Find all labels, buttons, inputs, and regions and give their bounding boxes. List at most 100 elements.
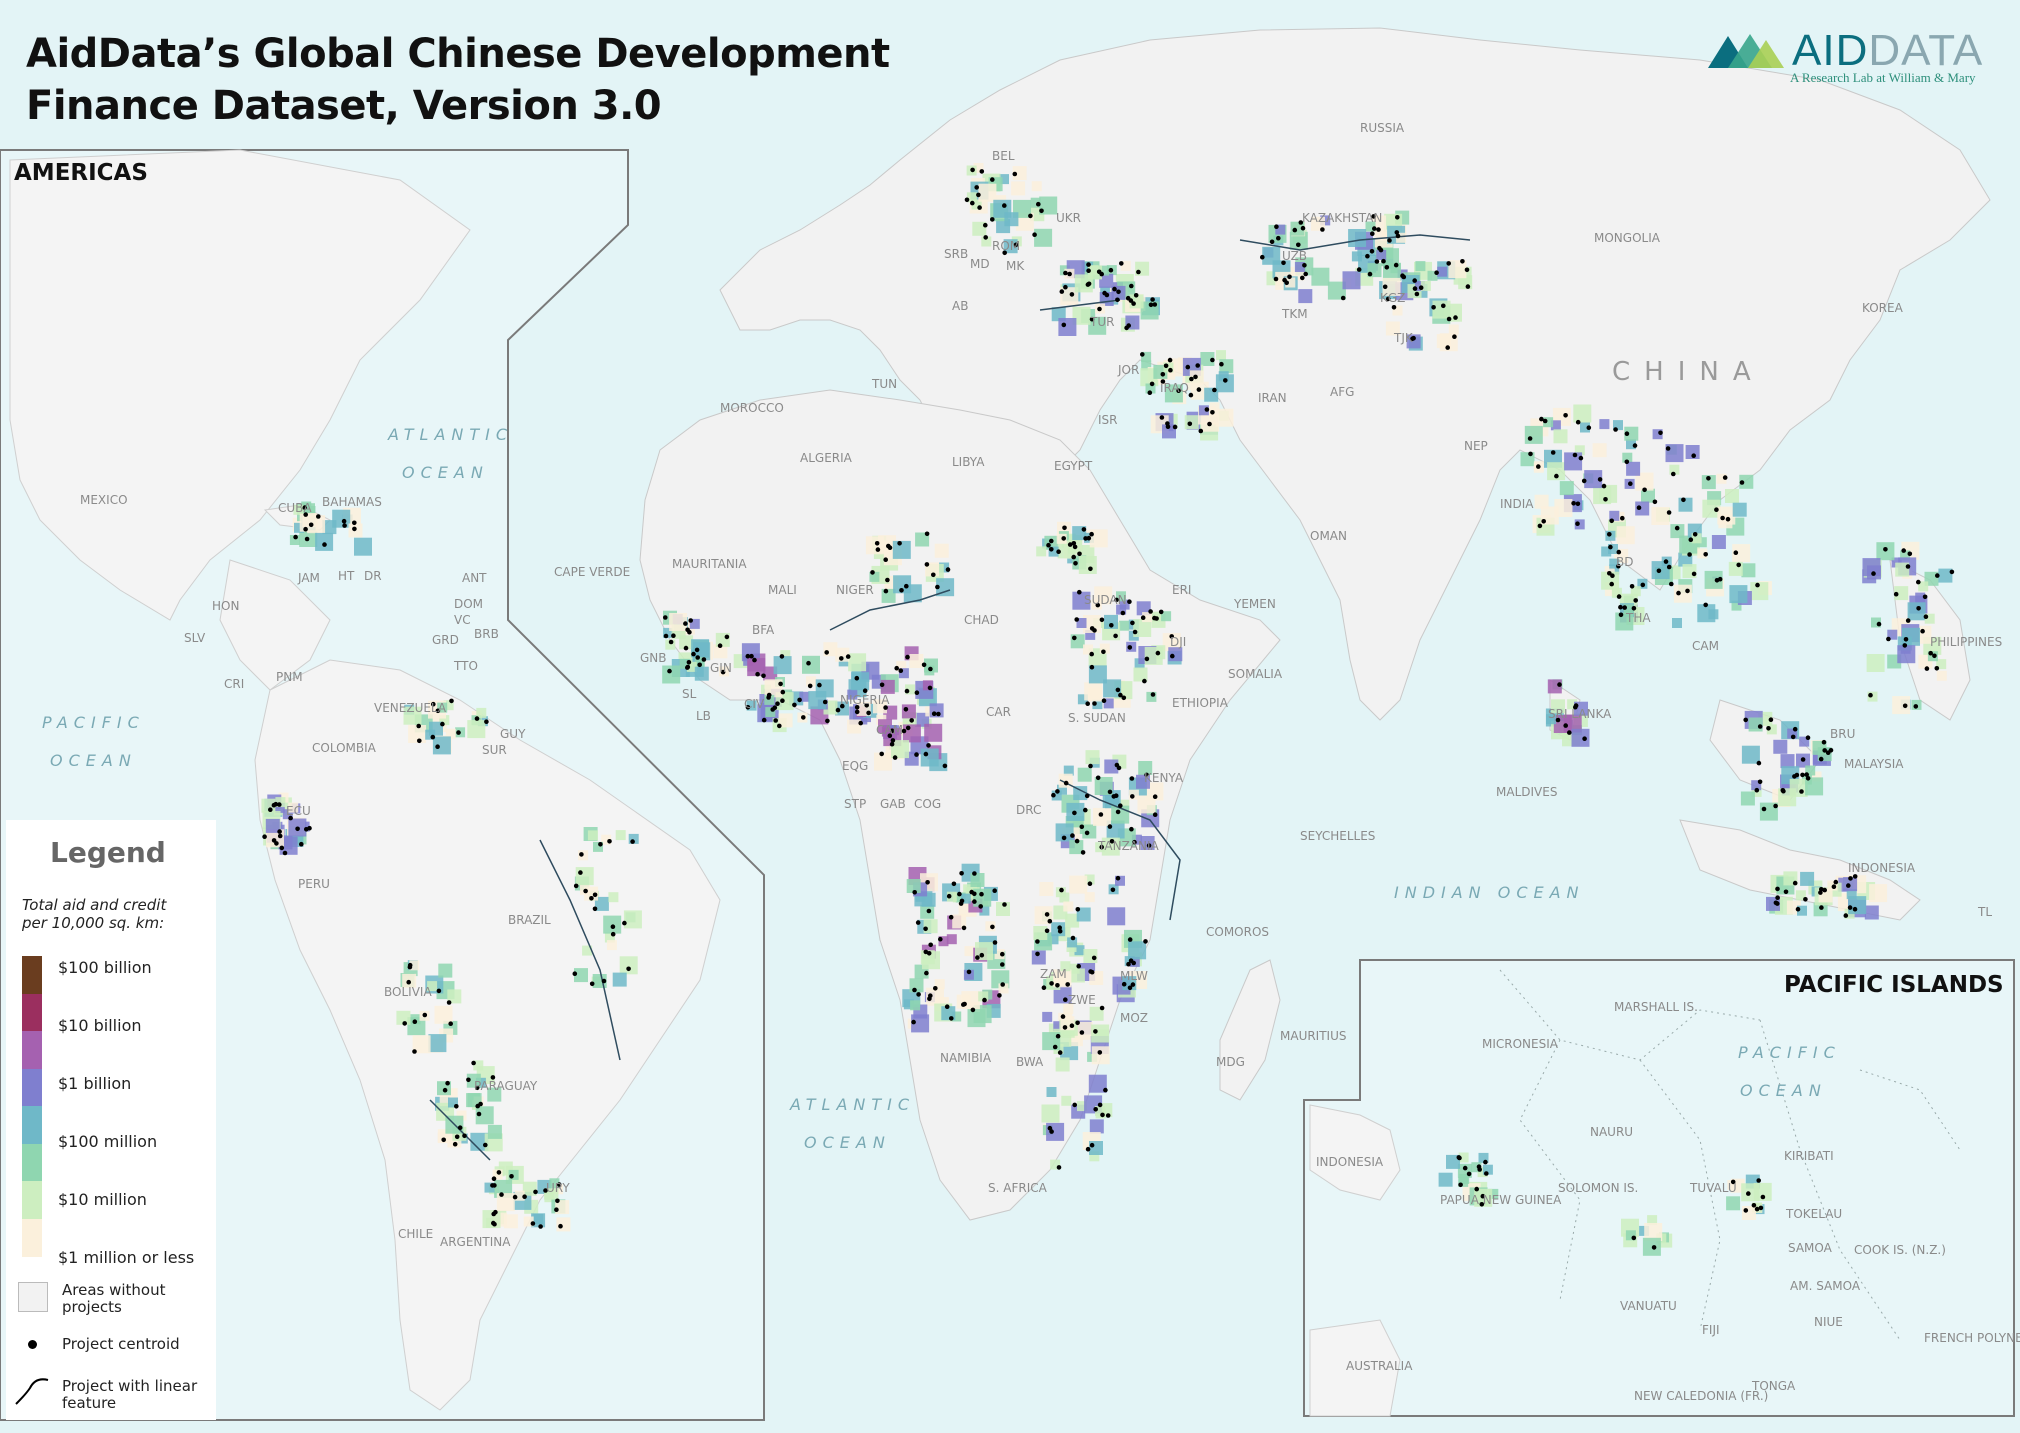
- centroid-dot: [1550, 450, 1556, 455]
- country-label: GNB: [640, 651, 667, 665]
- centroid-dot: [694, 647, 700, 653]
- centroid-dot: [772, 705, 778, 710]
- centroid-dot: [1088, 969, 1093, 974]
- centroid-dot: [352, 520, 357, 526]
- centroid-dot: [1302, 263, 1307, 268]
- centroid-dot: [912, 890, 917, 895]
- centroid-dot: [1070, 833, 1075, 838]
- density-cell: [1729, 585, 1748, 604]
- country-label: EGYPT: [1054, 459, 1093, 473]
- density-cell: [1924, 613, 1935, 624]
- density-cell: [467, 1093, 482, 1108]
- density-cell: [1741, 563, 1756, 578]
- country-label: MOZ: [1120, 1011, 1148, 1025]
- centroid-dot: [454, 1104, 459, 1109]
- country-label: SLV: [184, 631, 206, 645]
- density-cell: [1727, 1180, 1738, 1191]
- density-cell: [1432, 300, 1451, 319]
- density-cell: [1750, 582, 1769, 601]
- country-label: DOM: [454, 597, 483, 611]
- density-cell: [1298, 289, 1313, 304]
- density-cell: [847, 689, 858, 700]
- centroid-dot: [911, 1019, 916, 1025]
- density-cell: [1082, 824, 1097, 839]
- centroid-dot: [1063, 780, 1069, 786]
- centroid-dot: [1035, 951, 1040, 957]
- country-label: JOR: [1117, 363, 1139, 377]
- centroid-dot: [555, 1198, 560, 1204]
- country-label: GAB: [880, 797, 906, 811]
- centroid-dot: [1105, 1113, 1111, 1118]
- centroid-dot: [1536, 464, 1541, 469]
- density-cell: [1128, 941, 1147, 960]
- density-cell: [1365, 221, 1376, 232]
- density-cell: [1740, 791, 1755, 806]
- centroid-dot: [1284, 280, 1289, 286]
- centroid-dot: [1833, 879, 1839, 885]
- centroid-dot: [1093, 1107, 1098, 1112]
- centroid-dot: [1446, 261, 1451, 266]
- density-cell: [1003, 239, 1018, 254]
- centroid-dot: [538, 1224, 543, 1229]
- centroid-dot: [1143, 939, 1148, 944]
- centroid-dot: [1527, 436, 1533, 441]
- centroid-dot: [854, 709, 860, 715]
- centroid-dot: [1751, 1203, 1757, 1208]
- linear-feature-icon: [15, 1378, 49, 1405]
- density-cell: [445, 728, 456, 739]
- centroid-dot: [583, 888, 588, 894]
- country-label: IRAN: [1258, 391, 1287, 405]
- centroid-dot: [1093, 1029, 1098, 1034]
- centroid-dot: [1098, 812, 1104, 817]
- centroid-dot: [909, 718, 914, 723]
- density-cell: [1773, 739, 1788, 754]
- centroid-dot: [1852, 874, 1858, 879]
- centroid-dot: [1089, 626, 1095, 631]
- centroid-dot: [1176, 388, 1181, 394]
- density-cell: [1567, 699, 1578, 710]
- country-label: SUDAN: [1084, 593, 1127, 607]
- country-label: AB: [952, 299, 968, 313]
- centroid-dot: [1376, 227, 1381, 232]
- centroid-dot: [471, 1060, 476, 1066]
- centroid-dot: [839, 656, 844, 661]
- centroid-dot: [1761, 806, 1767, 812]
- country-label: VANUATU: [1620, 1299, 1677, 1313]
- centroid-dot: [1754, 787, 1760, 793]
- centroid-dot: [1903, 637, 1909, 642]
- density-cell: [1891, 557, 1902, 568]
- centroid-dot: [1127, 937, 1133, 942]
- centroid-dot: [1620, 515, 1625, 521]
- density-cell: [1385, 321, 1400, 336]
- centroid-dot: [961, 925, 967, 931]
- density-cell: [412, 1035, 431, 1054]
- svg-text:ATLANTIC: ATLANTIC: [387, 425, 513, 444]
- country-label: MOROCCO: [720, 401, 784, 415]
- centroid-dot: [435, 708, 441, 714]
- centroid-dot: [1441, 303, 1446, 309]
- country-label: COOK IS. (N.Z.): [1854, 1243, 1946, 1257]
- centroid-dot: [1121, 695, 1127, 701]
- centroid-dot: [1059, 289, 1065, 294]
- centroid-dot: [914, 752, 919, 757]
- centroid-dot: [887, 733, 893, 738]
- centroid-dot: [1188, 392, 1194, 398]
- centroid-dot: [1088, 763, 1093, 769]
- density-cell: [1012, 166, 1027, 181]
- centroid-dot: [959, 898, 965, 904]
- centroid-dot-icon: [28, 1340, 37, 1349]
- density-cell: [1915, 592, 1926, 603]
- centroid-dot: [1783, 889, 1789, 895]
- centroid-dot: [1150, 692, 1156, 697]
- density-cell: [1766, 896, 1780, 911]
- density-cell: [1427, 270, 1438, 281]
- country-label: MALAYSIA: [1844, 757, 1904, 771]
- centroid-dot: [440, 721, 445, 727]
- density-cell: [1070, 968, 1085, 983]
- centroid-dot: [1152, 812, 1158, 817]
- centroid-dot: [1097, 1050, 1103, 1055]
- country-label: SAMOA: [1788, 1241, 1833, 1255]
- centroid-dot: [1586, 425, 1592, 431]
- density-cell: [922, 680, 933, 691]
- density-cell: [847, 719, 862, 734]
